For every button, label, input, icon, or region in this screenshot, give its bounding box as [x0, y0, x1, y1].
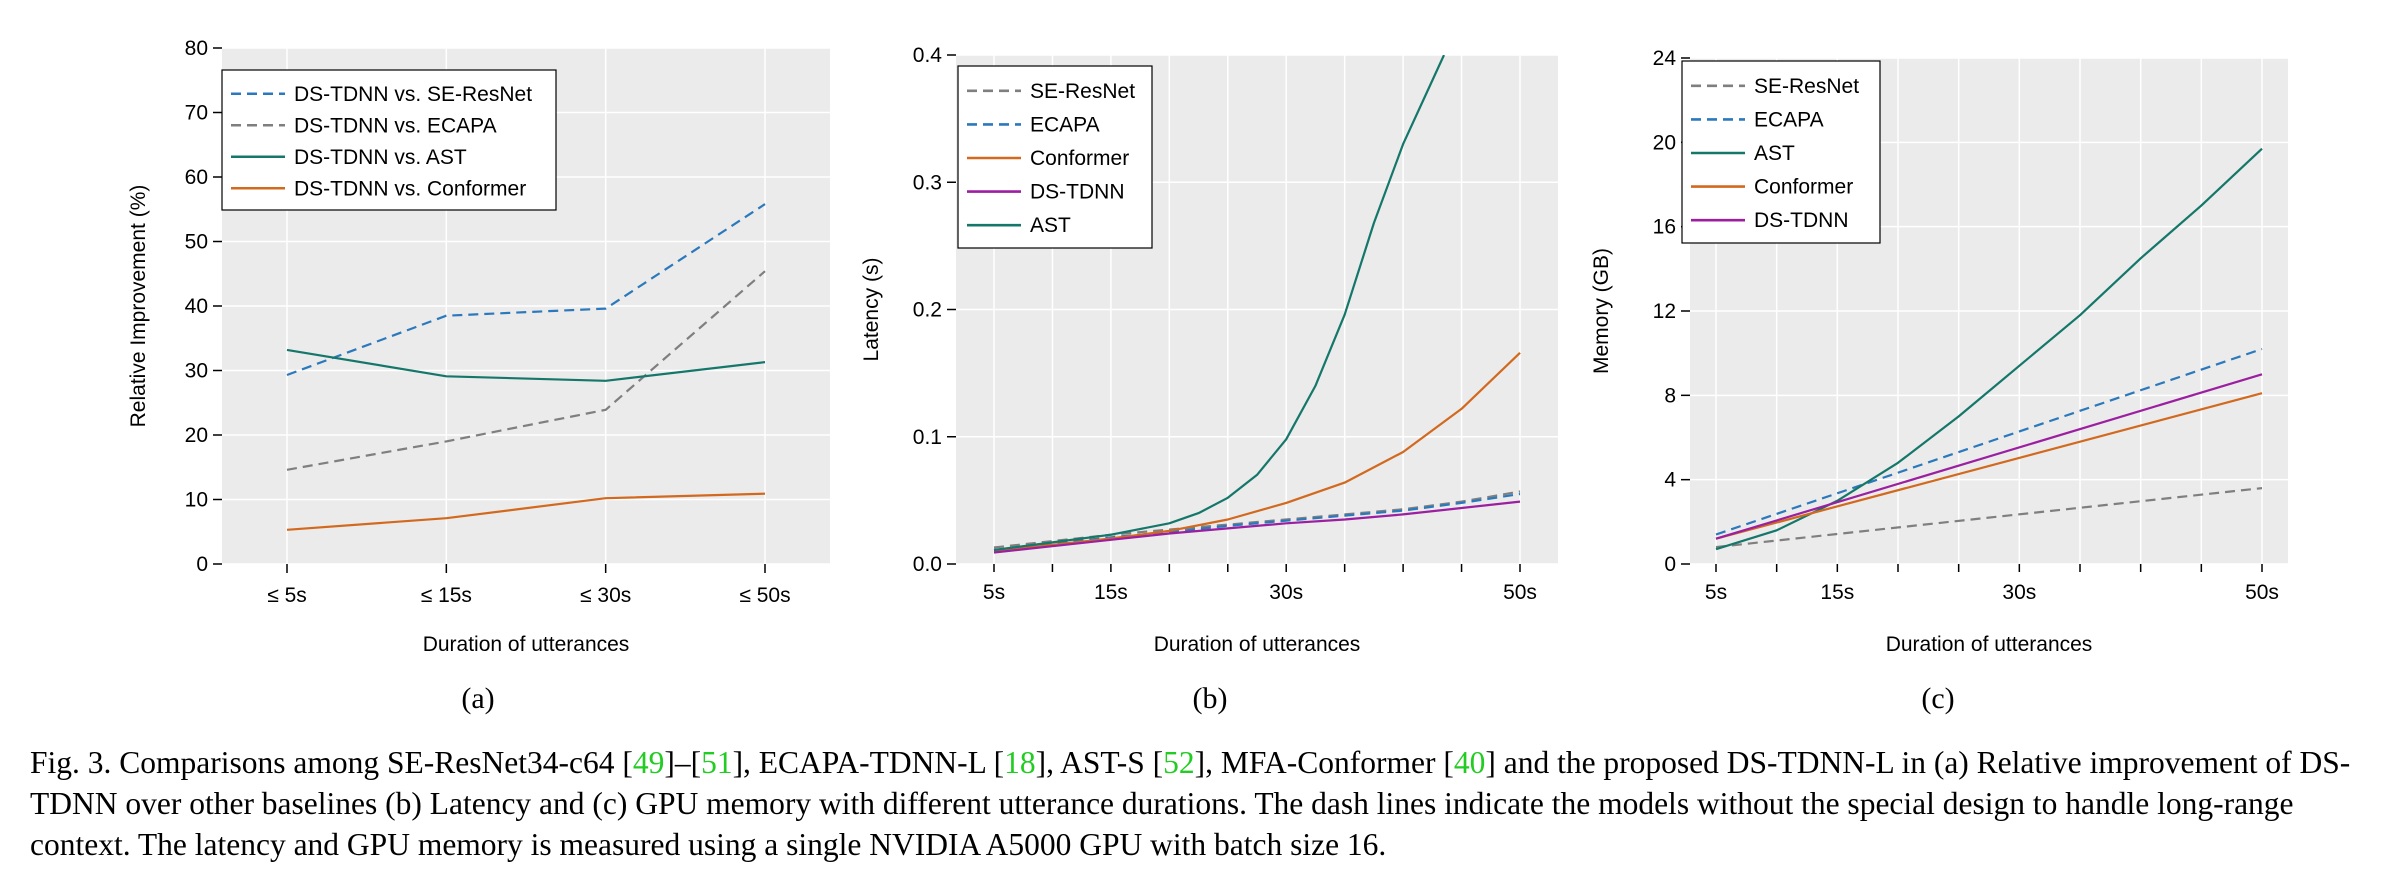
series-line-ecapa — [1715, 347, 2263, 536]
caption-text: ], MFA-Conformer [ — [1194, 745, 1454, 780]
x-tick-label: 50s — [1503, 581, 1537, 604]
y-tick-label: 8 — [1664, 384, 1676, 407]
series-line-conformer — [993, 352, 1521, 553]
legend-label: DS-TDNN vs. SE-ResNet — [294, 83, 532, 106]
series-line-ds-tdnn-vs-conformer — [286, 492, 766, 531]
x-tick-label: ≤ 50s — [739, 584, 790, 607]
panel-label: (a) — [461, 682, 494, 715]
legend-label: DS-TDNN vs. AST — [294, 146, 467, 169]
y-tick-label: 16 — [1653, 216, 1676, 239]
caption-reference[interactable]: 18 — [1004, 745, 1036, 780]
y-tick-label: 80 — [185, 37, 208, 60]
x-tick-label: 5s — [1705, 581, 1727, 604]
figure-caption: Fig. 3. Comparisons among SE-ResNet34-c6… — [30, 742, 2390, 865]
x-tick-label: ≤ 30s — [580, 584, 631, 607]
y-tick-label: 0.2 — [913, 299, 942, 322]
legend-label: DS-TDNN — [1030, 181, 1125, 204]
legend-label: AST — [1030, 214, 1071, 237]
series-line-conformer — [1715, 392, 2263, 540]
y-tick-label: 0 — [196, 553, 208, 576]
legend-label: ECAPA — [1030, 113, 1100, 136]
caption-text: ] and the proposed DS-TDNN-L in (a) Rela… — [30, 745, 2351, 862]
y-axis-label: Relative Improvement (%) — [127, 185, 150, 428]
chart-panel-2: 0.0 0.1 0.2 0.3 0.4 5s 15s 30s 50s Duration of ut… — [860, 44, 1558, 715]
x-tick-label: 5s — [983, 581, 1005, 604]
legend-label: DS-TDNN — [1754, 209, 1849, 232]
panel-label: (b) — [1193, 682, 1228, 715]
series-line-se-resnet — [1715, 487, 2263, 549]
x-tick-label: 15s — [1094, 581, 1128, 604]
y-tick-label: 10 — [185, 489, 208, 512]
x-tick-label: 50s — [2245, 581, 2279, 604]
panel-label: (c) — [1921, 682, 1954, 715]
series-line-ds-tdnn — [993, 500, 1521, 554]
y-tick-label: 50 — [185, 231, 208, 254]
caption-text: ]–[ — [664, 745, 702, 780]
legend-label: SE-ResNet — [1030, 80, 1135, 103]
caption-text: Fig. 3. Comparisons among SE-ResNet34-c6… — [30, 745, 633, 780]
legend-label: Conformer — [1754, 176, 1853, 199]
caption-reference[interactable]: 51 — [701, 745, 733, 780]
caption-reference[interactable]: 52 — [1163, 745, 1195, 780]
y-tick-label: 0.4 — [913, 44, 943, 67]
series-line-ds-tdnn-vs-ast — [286, 348, 766, 382]
caption-reference[interactable]: 49 — [632, 745, 665, 780]
x-axis-label: Duration of utterances — [1154, 633, 1361, 656]
legend-label: DS-TDNN vs. Conformer — [294, 177, 526, 200]
legend-label: DS-TDNN vs. ECAPA — [294, 114, 497, 137]
x-tick-label: 30s — [2002, 581, 2036, 604]
y-tick-label: 20 — [185, 424, 208, 447]
y-tick-label: 24 — [1653, 47, 1677, 70]
y-tick-label: 60 — [185, 166, 208, 189]
y-tick-label: 40 — [185, 295, 208, 318]
x-tick-label: ≤ 15s — [421, 584, 472, 607]
series-line-ds-tdnn — [1715, 373, 2263, 540]
x-tick-label: 15s — [1820, 581, 1854, 604]
y-tick-label: 30 — [185, 360, 208, 383]
y-tick-label: 4 — [1664, 469, 1676, 492]
legend-box — [221, 69, 557, 211]
y-tick-label: 0.3 — [913, 171, 942, 194]
x-axis-label: Duration of utterances — [1886, 633, 2093, 656]
y-axis-label: Memory (GB) — [1590, 248, 1613, 374]
legend-label: Conformer — [1030, 147, 1129, 170]
y-tick-label: 20 — [1653, 131, 1676, 154]
series-line-ecapa — [993, 492, 1521, 552]
x-axis-label: Duration of utterances — [423, 633, 630, 656]
y-tick-label: 0.0 — [913, 553, 942, 576]
series-line-ds-tdnn-vs-ecapa — [286, 270, 766, 471]
y-tick-label: 0 — [1664, 553, 1676, 576]
series-line-ast — [993, 55, 1445, 552]
caption-reference[interactable]: 40 — [1453, 745, 1486, 780]
x-tick-label: ≤ 5s — [267, 584, 307, 607]
legend-label: AST — [1754, 142, 1795, 165]
y-tick-label: 70 — [185, 102, 208, 125]
caption-text: ], AST-S [ — [1035, 745, 1164, 780]
legend-label: ECAPA — [1754, 108, 1824, 131]
legend-label: SE-ResNet — [1754, 75, 1859, 98]
x-tick-label: 30s — [1269, 581, 1303, 604]
y-tick-label: 12 — [1653, 300, 1676, 323]
series-line-ds-tdnn-vs-se-resnet — [286, 203, 766, 377]
y-axis-label: Latency (s) — [860, 258, 883, 362]
y-tick-label: 0.1 — [913, 426, 942, 449]
chart-panel-1: 0 10 20 30 40 50 60 70 80 ≤ 5s ≤ 15s ≤ 30s ≤ 50s Dura… — [127, 37, 830, 715]
caption-text: ], ECAPA-TDNN-L [ — [732, 745, 1005, 780]
chart-panel-3: 0 4 8 12 16 20 24 5s 15s 30s 50s Duration of uttera… — [1590, 47, 2288, 715]
